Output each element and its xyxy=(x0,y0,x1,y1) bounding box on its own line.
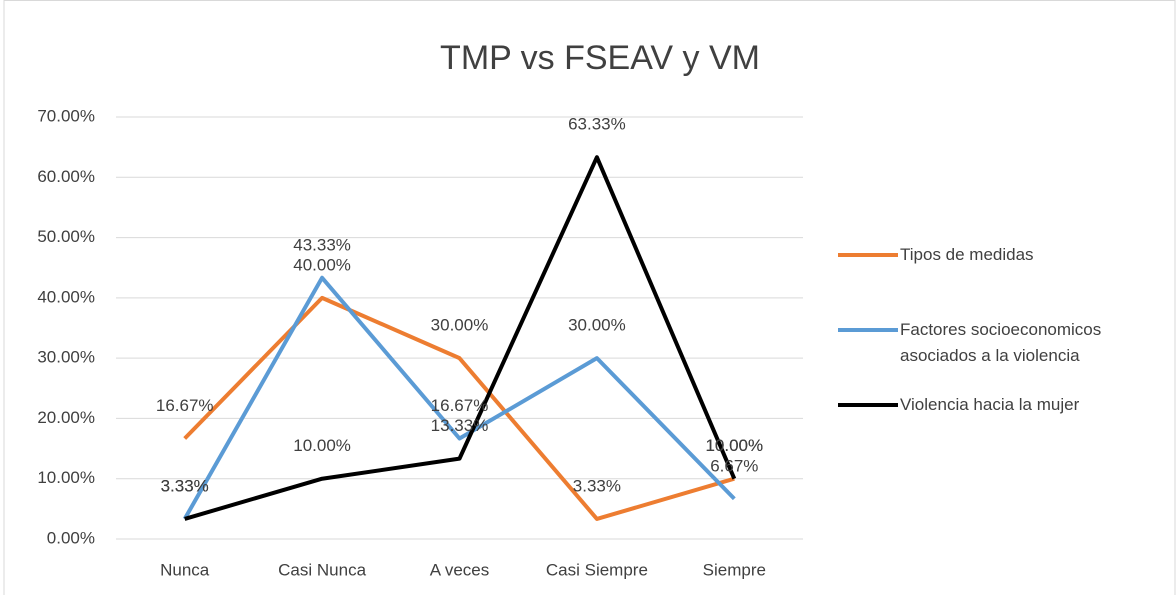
data-label: 16.67% xyxy=(156,396,214,415)
x-tick-label: Siempre xyxy=(703,560,766,579)
legend-label: Violencia hacia la mujer xyxy=(900,395,1080,414)
x-tick-label: Casi Siempre xyxy=(546,560,648,579)
data-label: 10.00% xyxy=(705,436,763,455)
data-label: 3.33% xyxy=(161,476,209,495)
y-tick-label: 50.00% xyxy=(37,227,95,246)
series-line xyxy=(183,295,735,521)
chart-title: TMP vs FSEAV y VM xyxy=(440,39,760,77)
x-tick-label: Nunca xyxy=(160,560,210,579)
y-tick-label: 20.00% xyxy=(37,408,95,427)
data-label: 16.67% xyxy=(431,396,489,415)
y-tick-label: 70.00% xyxy=(37,106,95,125)
y-tick-label: 10.00% xyxy=(37,468,95,487)
legend-label: Factores socioeconomicos asociados a la … xyxy=(900,320,1102,365)
series-line xyxy=(182,275,736,520)
data-label: 40.00% xyxy=(293,255,351,274)
legend-label: Tipos de medidas xyxy=(900,245,1034,264)
x-tick-label: Casi Nunca xyxy=(278,560,366,579)
chart-border xyxy=(3,0,1176,595)
data-label: 6.67% xyxy=(710,456,758,475)
data-label: 10.00% xyxy=(705,436,763,455)
data-label: 30.00% xyxy=(431,316,489,335)
data-label: 30.00% xyxy=(568,316,626,335)
data-label: 3.33% xyxy=(573,476,621,495)
data-label: 43.33% xyxy=(293,235,351,254)
y-tick-label: 30.00% xyxy=(37,348,95,367)
y-tick-label: 0.00% xyxy=(47,528,95,547)
data-label: 3.33% xyxy=(161,476,209,495)
series-line xyxy=(184,155,737,521)
data-label: 10.00% xyxy=(293,436,351,455)
y-tick-label: 40.00% xyxy=(37,287,95,306)
data-label: 13.33% xyxy=(431,416,489,435)
x-tick-label: A veces xyxy=(430,560,490,579)
y-tick-label: 60.00% xyxy=(37,167,95,186)
data-label: 63.33% xyxy=(568,115,626,134)
